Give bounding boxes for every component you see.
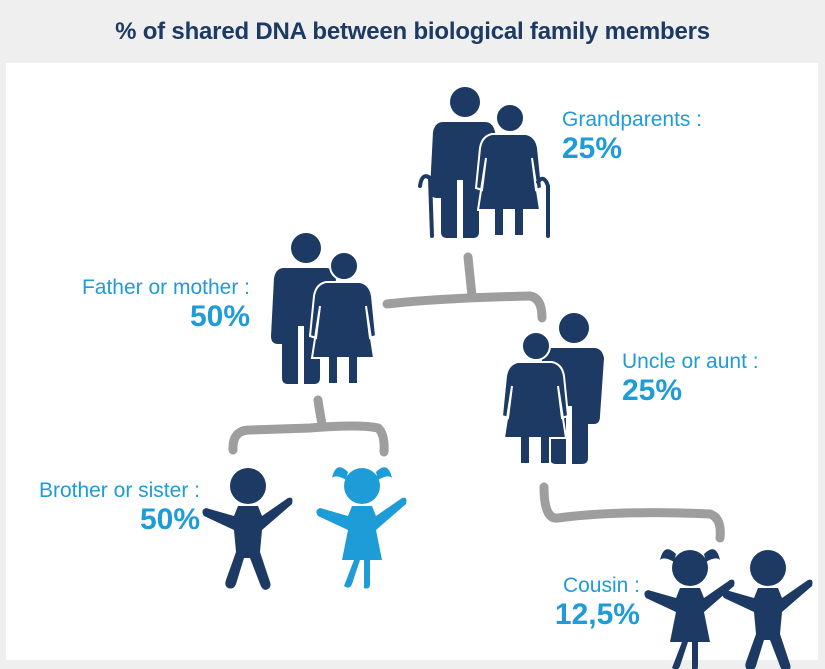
grandparents-label: Grandparents : 25% <box>562 108 702 167</box>
uncle-aunt-name: Uncle or aunt : <box>622 350 759 373</box>
page-title: % of shared DNA between biological famil… <box>115 17 710 45</box>
parents-couple-icon <box>271 233 377 385</box>
parents-name: Father or mother : <box>81 276 250 299</box>
cousins-children-icon <box>644 549 813 669</box>
grandparents-name: Grandparents : <box>562 108 703 131</box>
parents-percent: 50% <box>189 300 250 334</box>
elderly-couple-icon <box>418 87 550 238</box>
parents-label: Father or mother : 50% <box>30 276 250 335</box>
cousin-name: Cousin : <box>562 574 640 597</box>
cousin-label: Cousin : 12,5% <box>520 574 640 633</box>
uncle-aunt-couple-icon <box>501 313 604 465</box>
connector-lines <box>228 252 725 543</box>
siblings-percent: 50% <box>139 503 200 537</box>
uncle-aunt-percent: 25% <box>622 374 683 408</box>
uncle-aunt-label: Uncle or aunt : 25% <box>622 350 759 409</box>
siblings-label: Brother or sister : 50% <box>0 479 200 538</box>
cousin-percent: 12,5% <box>554 598 640 632</box>
grandparents-percent: 25% <box>562 132 623 166</box>
siblings-children-icon <box>202 467 407 590</box>
siblings-name: Brother or sister : <box>38 479 200 502</box>
